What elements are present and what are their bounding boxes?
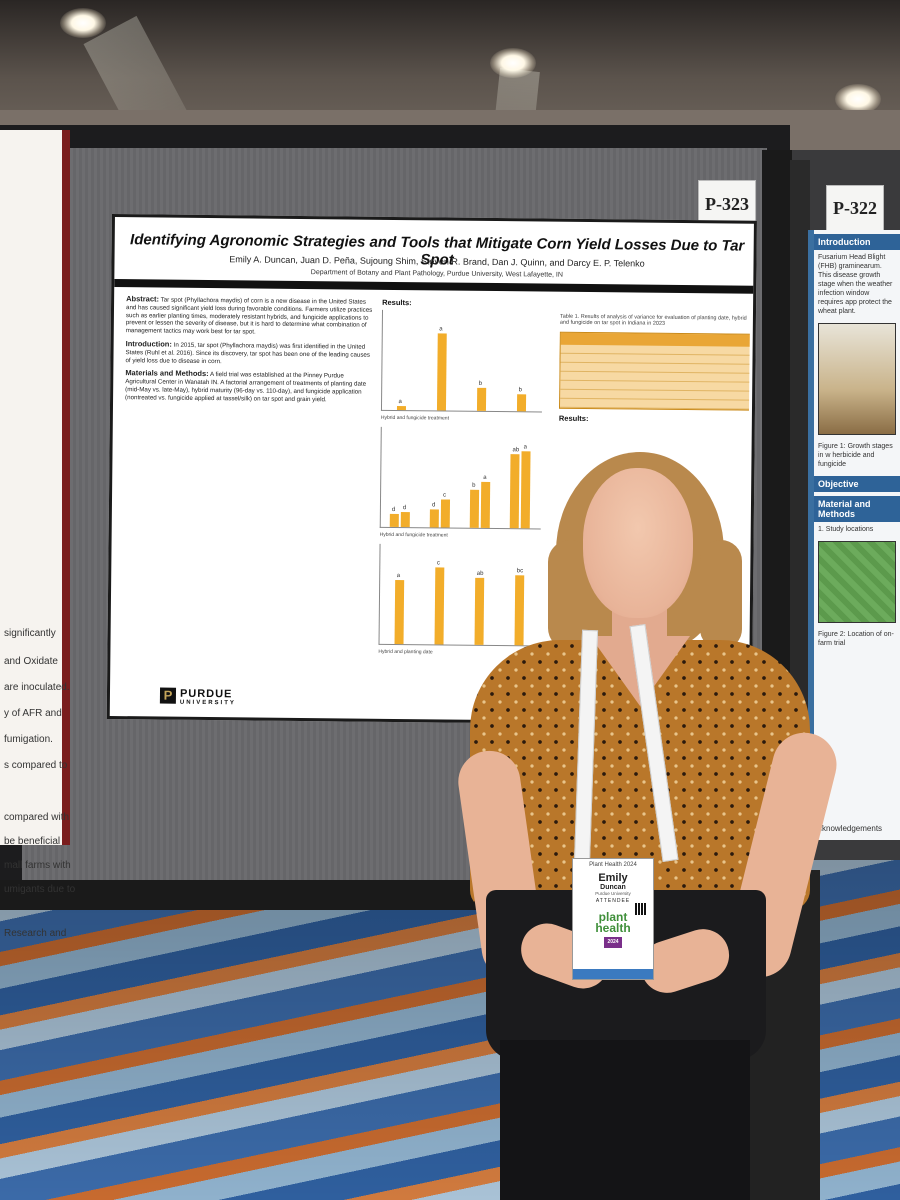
left-poster-line: significantly (4, 628, 56, 639)
chart-bar (474, 577, 484, 645)
right-poster-section: Introduction (814, 234, 900, 250)
chart-bar-letter: a (483, 474, 487, 481)
qr-code-icon (635, 903, 647, 915)
chart-bar-letter: a (523, 444, 527, 451)
purdue-logo-text: PURDUE (179, 687, 233, 701)
right-poster-section: Material and Methods (814, 496, 900, 522)
left-poster-line: umigants due to (4, 884, 76, 895)
chart-bar-letter: ab (476, 570, 484, 577)
chart-bar (436, 333, 447, 411)
neighbor-board-number: P-322 (833, 198, 877, 218)
chart-bar-letter: c (436, 560, 440, 567)
left-poster-line: s compared to (4, 760, 68, 771)
left-poster-line: compared with (4, 812, 70, 823)
badge-first-name: Emily (598, 872, 628, 884)
plant-health-logo-line1: plant (598, 910, 628, 924)
chart-bar-letter: b (472, 482, 476, 489)
badge-footer-band (573, 969, 653, 979)
left-neighbor-poster: significantly and Oxidate are inoculated… (0, 130, 75, 939)
right-poster-figure (818, 323, 896, 435)
methods-heading: Materials and Methods: (125, 368, 209, 379)
right-poster-subsection: 1. Study locations (818, 526, 874, 533)
name-badge: Plant Health 2024 Emily Duncan Purdue Un… (572, 858, 654, 980)
purdue-logo: PURDUE UNIVERSITY (180, 688, 236, 707)
badge-last-name: Duncan (600, 884, 626, 891)
right-poster-section: Objective (814, 476, 900, 492)
chart-bar (434, 567, 444, 645)
neighbor-board-number-card: P-322 (826, 185, 884, 231)
chart-bar-letter: d (391, 506, 396, 513)
left-poster-line: and Oxidate (4, 656, 58, 667)
figure-1-xlabel: Hybrid and fungicide treatment (380, 414, 450, 422)
right-poster-footer: cknowledgements (818, 824, 883, 833)
table-caption: Table 1. Results of analysis of variance… (559, 313, 747, 327)
chart-bar (469, 489, 480, 528)
chart-bar-letter: d (402, 505, 407, 512)
ceiling (0, 0, 900, 130)
plant-health-logo: plant health 2024 (573, 910, 653, 948)
left-poster-line: be beneficial (4, 836, 61, 847)
black-pants (500, 1040, 750, 1200)
plant-health-logo-line2: health (595, 921, 631, 935)
right-poster-caption: Figure 2: Location of on-farm trial (818, 631, 894, 647)
board-base (0, 880, 480, 910)
chart-bar (400, 512, 410, 528)
ceiling-light (490, 48, 536, 78)
chart-bar (480, 481, 491, 528)
poster-title-bar (114, 279, 757, 294)
chart-bar (396, 405, 406, 411)
left-poster-line: Research and (4, 928, 67, 939)
chart-bar (516, 394, 526, 412)
badge-role: ATTENDEE (595, 898, 631, 904)
chart-bar-letter: b (518, 387, 523, 394)
plant-health-logo-year: 2024 (604, 937, 622, 948)
face (583, 468, 693, 618)
badge-event: Plant Health 2024 (589, 862, 637, 868)
left-poster-line: y of AFR and (4, 708, 62, 719)
chart-bar-letter: a (396, 573, 401, 580)
badge-affiliation: Purdue University (595, 891, 631, 896)
anova-table (558, 331, 750, 411)
chart-bar-letter: c (443, 492, 447, 499)
figure-1-chart: a a b b (380, 309, 544, 413)
board-number: P-323 (705, 194, 749, 214)
figure-2-chart: d d d c b a ab a (379, 426, 542, 530)
ceiling-light (835, 84, 881, 114)
ceiling-light (60, 8, 106, 38)
right-poster-text: Fusarium Head Blight (FHB) graminearum. … (818, 254, 893, 315)
purdue-logo-icon: P (159, 687, 177, 704)
chart-bar (476, 387, 486, 411)
chart-bar (389, 513, 399, 528)
chart-bar-letter: a (398, 399, 402, 406)
chart-bar (429, 509, 439, 528)
chart-bar (514, 575, 524, 646)
introduction-heading: Introduction: (125, 339, 172, 349)
right-poster-caption: Figure 1: Growth stages in w herbicide a… (818, 443, 893, 468)
table-row (559, 398, 750, 410)
left-poster-line: mall farms with (4, 860, 71, 871)
chart-bar-letter: b (478, 380, 483, 387)
chart-bar (440, 499, 451, 528)
chart-bar-letter: d (431, 502, 436, 509)
left-poster-line: fumigation. (4, 734, 53, 745)
hair-right-strand (700, 540, 742, 650)
figure-3-chart: a c ab bc (378, 543, 541, 647)
chart-bar (520, 451, 531, 529)
results-heading: Results: (382, 297, 412, 308)
abstract-heading: Abstract: (126, 295, 160, 304)
chart-bar-letter: ab (512, 447, 520, 454)
abstract-text: Tar spot (Phyllachora maydis) of corn is… (125, 296, 373, 336)
chart-bar (509, 454, 520, 529)
chart-bar (394, 579, 404, 645)
poster-left-column: Abstract: Tar spot (Phyllachora maydis) … (122, 295, 376, 688)
results-heading-right: Results: (558, 413, 589, 424)
left-poster-line: are inoculated. (4, 682, 70, 693)
chart-bar-letter: a (439, 326, 443, 333)
figure-2-xlabel: Hybrid and fungicide treatment (379, 531, 448, 539)
purdue-logo-subtext: UNIVERSITY (179, 699, 236, 707)
chart-bar-letter: bc (516, 568, 524, 575)
right-poster-map (818, 541, 896, 623)
